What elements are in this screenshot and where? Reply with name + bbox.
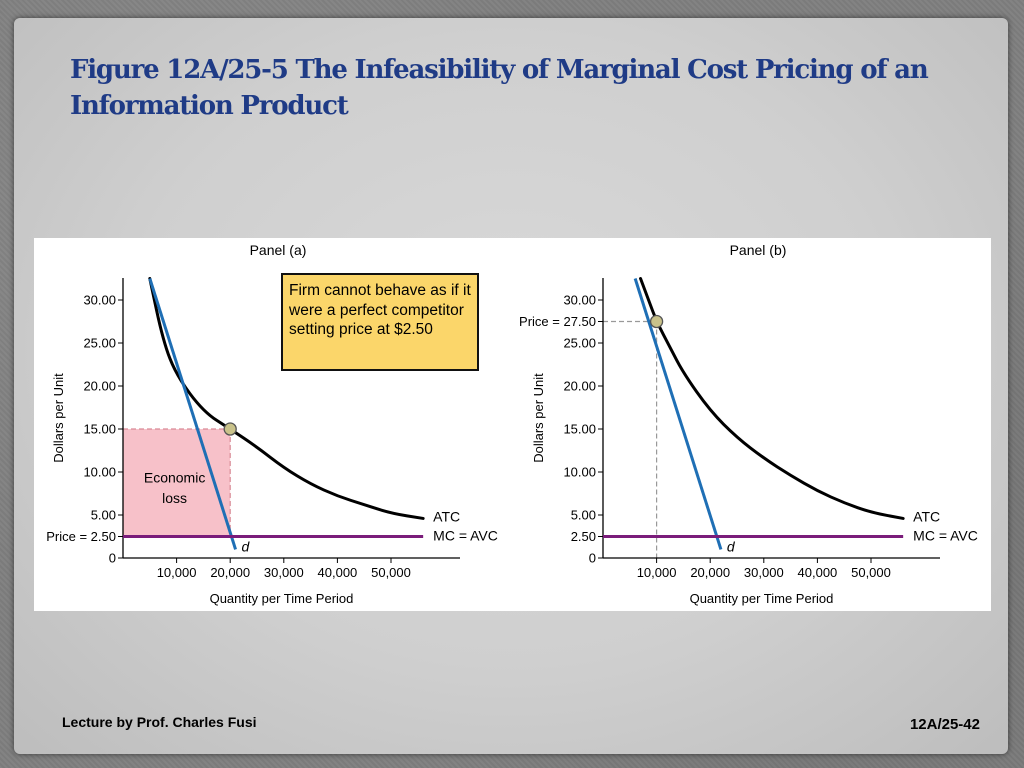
y-tick-label: 5.00 — [571, 508, 596, 523]
y-tick-label: 0 — [589, 551, 596, 566]
y-tick-label: 30.00 — [83, 293, 116, 308]
economic-loss-region — [123, 429, 231, 537]
y-tick-label: 10.00 — [563, 465, 596, 480]
y-tick-label: 0 — [109, 551, 116, 566]
series-label-atc: ATC — [433, 508, 460, 524]
intersection-point — [649, 314, 664, 329]
y-tick-label: 10.00 — [83, 465, 116, 480]
y-tick-label: 15.00 — [563, 422, 596, 437]
x-axis-label: Quantity per Time Period — [210, 591, 354, 606]
region-label: Economic — [144, 469, 205, 485]
series-atc-curve — [639, 277, 905, 520]
x-tick-label: 40,000 — [798, 565, 838, 580]
callout-box: Firm cannot behave as if it were a perfe… — [281, 273, 479, 371]
x-tick-label: 30,000 — [264, 565, 304, 580]
x-tick-label: 50,000 — [851, 565, 891, 580]
y-tick-label: 15.00 — [83, 422, 116, 437]
slide-title: Figure 12A/25-5 The Infeasibility of Mar… — [70, 55, 929, 121]
x-tick-label: 30,000 — [744, 565, 784, 580]
panel-title: Panel (b) — [730, 242, 787, 258]
x-tick-label: 50,000 — [371, 565, 411, 580]
y-tick-label: 20.00 — [563, 379, 596, 394]
x-tick-label: 40,000 — [318, 565, 358, 580]
series-label-demand: d — [242, 538, 251, 554]
y-axis-label: Dollars per Unit — [51, 373, 66, 463]
y-tick-label: 30.00 — [563, 293, 596, 308]
region-label: loss — [162, 490, 187, 506]
series-label-demand: d — [727, 538, 736, 554]
intersection-point — [223, 422, 237, 436]
x-tick-label: 10,000 — [637, 565, 677, 580]
figure-panel: Panel (a) Economic loss 0 Price = 2.50 5.00 10… — [34, 238, 991, 611]
y-tick-label: 25.00 — [563, 336, 596, 351]
x-tick-label: 10,000 — [157, 565, 197, 580]
panel-title: Panel (a) — [250, 242, 307, 258]
series-label-mc-avc: MC = AVC — [433, 528, 498, 544]
series-atc-curve — [148, 277, 425, 520]
y-axis-label: Dollars per Unit — [531, 373, 546, 463]
series-label-mc-avc: MC = AVC — [913, 528, 978, 544]
x-tick-label: 20,000 — [210, 565, 250, 580]
x-axis-label: Quantity per Time Period — [690, 591, 834, 606]
y-tick-label: 25.00 — [83, 336, 116, 351]
y-tick-label: Price = 27.50 — [519, 314, 596, 329]
chart-panel-a: Panel (a) Economic loss 0 Price = 2.50 5.00 10… — [46, 242, 498, 606]
series-demand-line — [148, 278, 237, 550]
x-tick-label: 20,000 — [690, 565, 730, 580]
series-demand-line — [633, 278, 723, 550]
y-tick-label: 2.50 — [571, 529, 596, 544]
chart-svg: Panel (a) Economic loss 0 Price = 2.50 5.00 10… — [46, 242, 978, 606]
series-label-atc: ATC — [913, 508, 940, 524]
y-tick-label: 5.00 — [91, 508, 116, 523]
footer-slide-number: 12A/25-42 — [909, 716, 980, 733]
y-tick-label: Price = 2.50 — [46, 529, 116, 544]
y-tick-label: 20.00 — [83, 379, 116, 394]
footer-lecturer: Lecture by Prof. Charles Fusi — [62, 714, 257, 730]
chart-panel-b: Panel (b) 0 2.50 5.00 10.00 15.00 20.00 25.00 Pr… — [519, 242, 978, 606]
